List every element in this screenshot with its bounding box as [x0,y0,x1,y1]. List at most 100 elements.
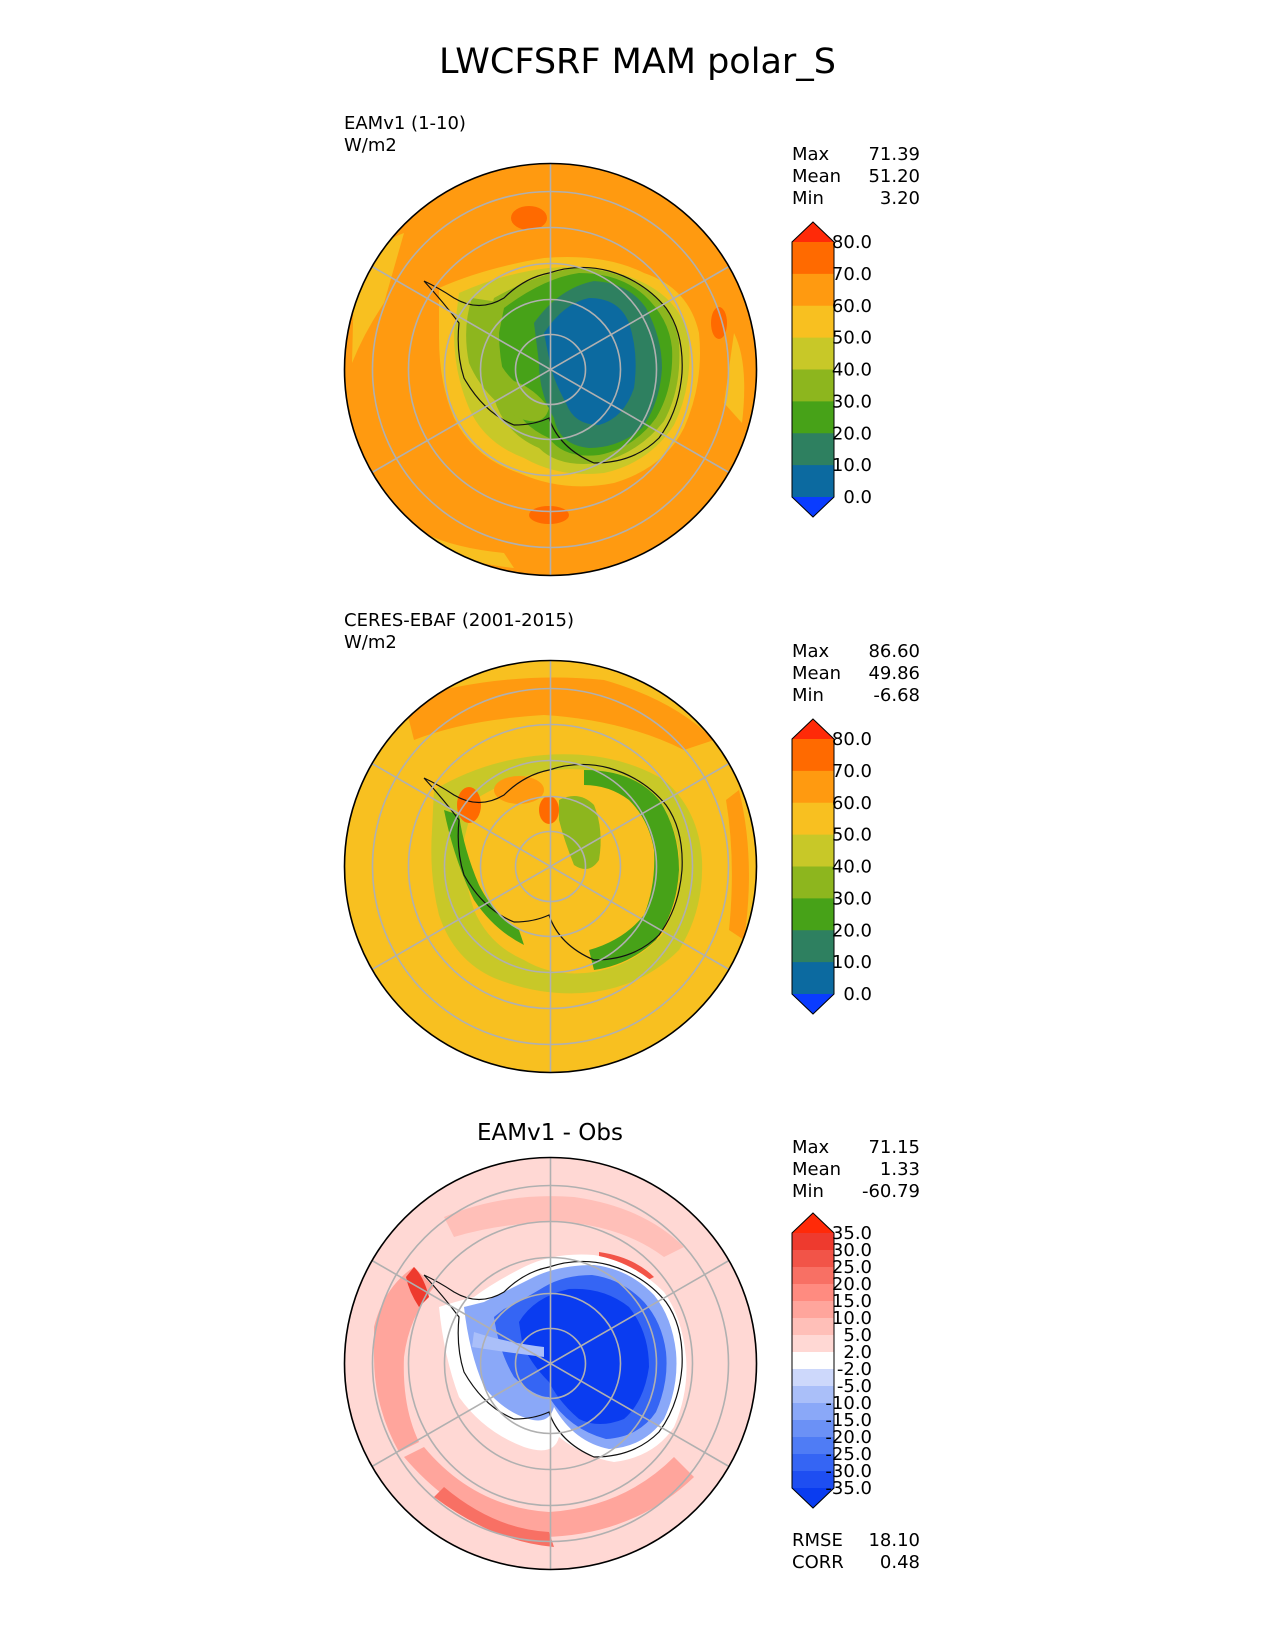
colorbar-tick-label: 2.0 [843,1342,872,1363]
colorbar-tick-label: 40.0 [832,857,872,878]
diff-stats: Max 71.15 Mean 1.33 Min -60.79 [792,1137,920,1203]
stat-value: 51.20 [868,166,920,187]
colorbar-segment [792,1403,834,1421]
colorbar-segment [792,242,834,275]
colorbar-tick-label: -25.0 [825,1444,872,1465]
colorbar-segment [792,834,834,867]
colorbar-segment [792,1352,834,1370]
colorbar-tick-label: 60.0 [832,793,872,814]
colorbar-segment [792,1471,834,1489]
graticule [371,163,730,576]
colorbar-outline [791,718,835,1015]
field-patch-60-70 [726,790,749,940]
colorbar-segment [792,1369,834,1387]
colorbar-segment [792,1437,834,1455]
reference-polar-map [343,659,758,1074]
colorbar-extend-min [792,497,834,517]
stat-name: Mean [792,663,842,684]
field-patch-60-70 [404,677,714,750]
colorbar-tick-label: 70.0 [832,264,872,285]
antarctica-coastline [423,266,683,464]
field-core-0-10 [544,298,636,425]
graticule [371,660,730,1073]
colorbar-tick-label: 15.0 [832,1291,872,1312]
colorbar-outline [791,221,835,518]
colorbar-outline [791,1212,835,1509]
diff-title: EAMv1 - Obs [477,1120,623,1146]
colorbar-segment [792,802,834,836]
field-patch-60-70 [494,776,544,804]
colorbar-tick-label: 80.0 [832,232,872,253]
field-patch-50-60 [424,533,514,568]
colorbar-segment [792,337,834,370]
colorbar-segment [792,770,834,804]
stat-value: 3.20 [879,188,920,209]
colorbar-tick-label: 70.0 [832,761,872,782]
colorbar-tick-label: -2.0 [837,1359,872,1380]
stat-name: Min [792,1181,824,1202]
colorbar-tick-label: 20.0 [832,423,872,444]
antarctica-coastline [423,763,683,961]
map-boundary [343,162,758,577]
test-units: W/m2 [344,135,397,156]
colorbar-tick-label: 0.0 [843,984,872,1005]
meridian [371,1259,730,1468]
colorbar-segment [792,1301,834,1319]
colorbar-tick-label: -30.0 [825,1461,872,1482]
colorbar-extend-max [792,719,834,739]
colorbar-tick-label: 30.0 [832,1240,872,1261]
colorbar-segment [792,1284,834,1302]
test-polar-map [343,162,758,577]
field-patch-20-25 [434,1487,554,1547]
colorbar-tick-label: 0.0 [843,487,872,508]
field-patch-70-80 [511,206,547,230]
colorbar-tick-label: 50.0 [832,328,872,349]
stat-name: Mean [792,1159,842,1180]
colorbar-tick-label: 60.0 [832,296,872,317]
meridian [371,762,730,971]
colorbar-segment [792,433,834,466]
colorbar-segment [792,273,834,307]
colorbar-segment [792,369,834,402]
colorbar-tick-label: 5.0 [843,1325,872,1346]
stat-value: -6.68 [873,685,920,706]
diff-metrics: RMSE 18.10 CORR 0.48 [792,1530,920,1574]
graticule [371,1157,730,1570]
colorbar-tick-label: 10.0 [832,455,872,476]
colorbar-tick-label: 20.0 [832,1274,872,1295]
colorbar-segment [792,1420,834,1438]
figure-title: LWCFSRF MAM polar_S [438,42,836,82]
test-colorbar-labels: 0.0 10.0 20.0 30.0 40.0 50.0 60.0 70.0 80.0 [832,232,872,508]
reference-colorbar-body [791,718,835,1015]
test-label-block: EAMv1 (1-10) W/m2 [344,113,466,157]
reference-name: CERES-EBAF (2001-2015) [344,610,575,631]
stat-name: Mean [792,166,842,187]
field-peninsula-30-40 [466,298,549,422]
stat-value: 71.15 [868,1137,920,1158]
stat-name: Max [792,1137,830,1158]
colorbar-segment [792,866,834,899]
colorbar-tick-label: -5.0 [837,1376,872,1397]
meridian [371,265,730,474]
colorbar-tick-label: -20.0 [825,1427,872,1448]
reference-units: W/m2 [344,632,397,653]
stat-value: -60.79 [861,1181,920,1202]
metric-name: CORR [792,1552,844,1573]
diff-colorbar-labels: -35.0-30.0-25.0-20.0-15.0-10.0-5.0-2.02.… [825,1223,872,1499]
reference-colorbar: 0.0 10.0 20.0 30.0 40.0 50.0 60.0 70.0 80.0 [791,718,872,1015]
colorbar-tick-label: 25.0 [832,1257,872,1278]
stat-name: Min [792,685,824,706]
colorbar-segment [792,401,834,434]
map-boundary [343,1156,758,1571]
colorbar-extend-min [792,994,834,1014]
metric-name: RMSE [792,1530,843,1551]
colorbar-tick-label: -10.0 [825,1393,872,1414]
colorbar-segment [792,930,834,963]
reference-stats: Max 86.60 Mean 49.86 Min -6.68 [792,641,920,707]
field-arc-20-30 [584,770,679,970]
colorbar-tick-label: 10.0 [832,952,872,973]
colorbar-segment [792,739,834,772]
colorbar-segment [792,465,834,498]
colorbar-tick-label: 35.0 [832,1223,872,1244]
colorbar-tick-label: 30.0 [832,391,872,412]
